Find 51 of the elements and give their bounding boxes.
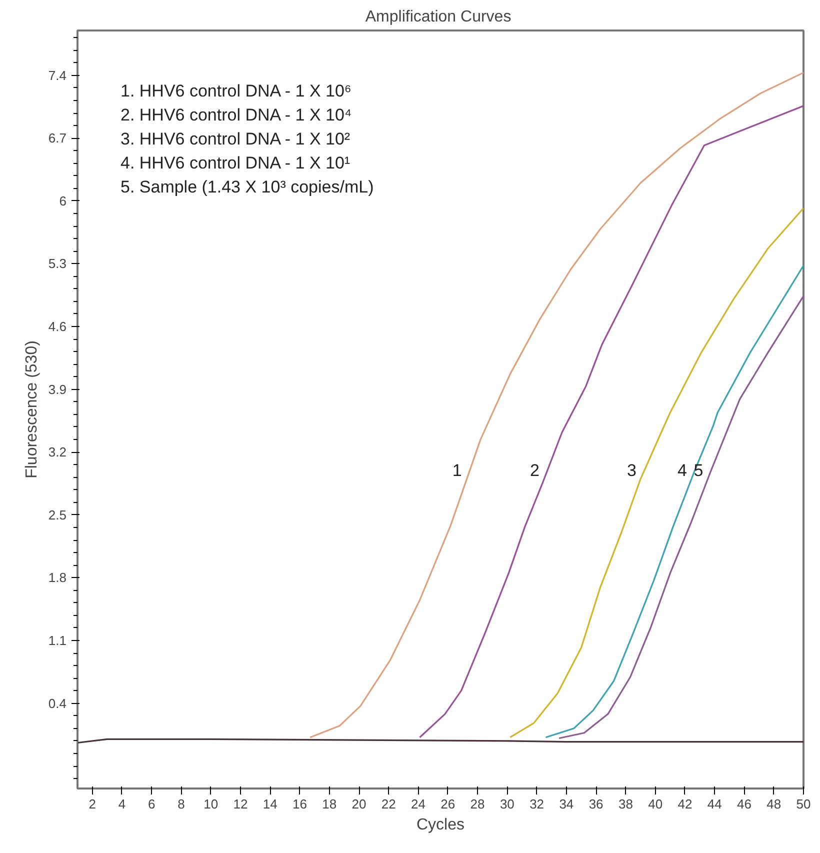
x-tick-label: 22	[381, 796, 396, 812]
annotation: 5. Sample (1.43 X 10³ copies/mL)	[120, 178, 374, 196]
x-tick-label: 28	[470, 796, 485, 812]
y-tick-label: 7.4	[48, 68, 67, 83]
x-tick-label: 4	[118, 796, 126, 812]
series-label: 5	[694, 461, 704, 480]
x-axis-title: Cycles	[416, 816, 465, 834]
series-label: 1	[452, 461, 462, 480]
annotation: 2. HHV6 control DNA - 1 X 10⁴	[120, 106, 352, 124]
x-tick-label: 14	[262, 796, 278, 812]
y-axis-title: Fluorescence (530)	[23, 340, 40, 478]
y-tick-label: 6.7	[48, 130, 67, 146]
series-label: 3	[627, 461, 636, 480]
y-tick-label: 1.8	[48, 570, 67, 586]
x-tick-label: 40	[648, 796, 663, 812]
annotation: 4. HHV6 control DNA - 1 X 10¹	[120, 154, 350, 172]
x-tick-label: 50	[796, 796, 811, 812]
x-tick-label: 18	[322, 796, 337, 812]
x-tick-label: 12	[233, 796, 248, 812]
x-tick-label: 34	[559, 796, 574, 812]
x-tick-label: 38	[618, 796, 633, 812]
x-tick-label: 10	[204, 796, 218, 812]
x-tick-label: 46	[737, 796, 752, 812]
x-tick-label: 32	[530, 796, 544, 812]
x-tick-label: 42	[678, 796, 692, 812]
x-tick-label: 2	[88, 796, 96, 812]
y-tick-label: 0.4	[48, 696, 67, 711]
chart-title: Amplification Curves	[365, 8, 512, 26]
series-label: 4	[677, 461, 687, 480]
y-tick-label: 3.2	[48, 444, 67, 460]
x-tick-label: 8	[178, 796, 185, 812]
line-series	[509, 207, 804, 738]
x-tick-label: 16	[292, 796, 307, 812]
y-tick-label: 1.1	[48, 632, 67, 648]
y-tick-label: 5.3	[48, 256, 67, 272]
x-tick-label: 36	[588, 796, 604, 812]
y-tick-label: 2.5	[48, 507, 67, 522]
x-tick-label: 24	[411, 796, 426, 812]
series-label: 2	[530, 461, 540, 480]
x-tick-label: 26	[440, 796, 456, 812]
x-tick-label: 30	[500, 796, 514, 812]
x-tick-label: 48	[766, 796, 782, 812]
line-series	[418, 105, 804, 738]
y-tick-label: 6	[59, 193, 67, 208]
x-tick-label: 6	[148, 796, 156, 812]
annotation: 3. HHV6 control DNA - 1 X 10²	[120, 130, 350, 148]
annotation: 1. HHV6 control DNA - 1 X 10⁶	[120, 82, 352, 100]
y-tick-label: 3.9	[48, 382, 67, 397]
x-tick-label: 44	[707, 796, 722, 812]
y-tick-label: 4.6	[48, 319, 67, 334]
x-tick-label: 20	[352, 796, 366, 812]
